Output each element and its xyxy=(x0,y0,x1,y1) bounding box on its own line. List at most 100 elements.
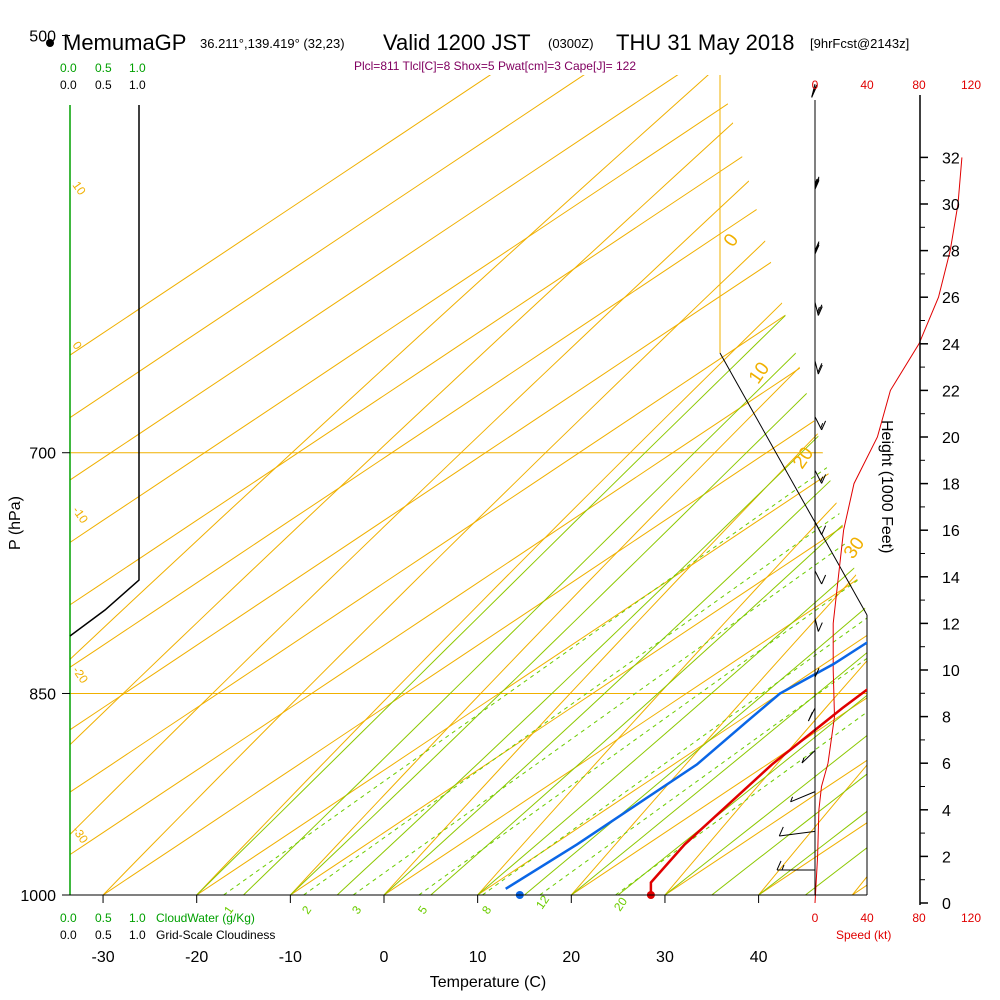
dry-adiabat-line xyxy=(570,562,867,895)
cloud-water-scale-top: 0.0 0.5 1.0 0.0 0.5 1.0 xyxy=(60,61,146,92)
height-tick-label: 20 xyxy=(942,430,960,447)
model-name: MemumaGP xyxy=(63,30,186,55)
wind-barb xyxy=(811,84,818,98)
mixing-ratio-line xyxy=(418,572,867,895)
moist-adiabat-line xyxy=(524,606,867,895)
mixing-ratio-line xyxy=(303,493,867,895)
wind-barb-flag xyxy=(821,420,827,431)
wind-barb-staff xyxy=(814,570,823,585)
isotherm-line xyxy=(70,75,679,481)
wind-barb-flag xyxy=(776,860,782,871)
cloudiness-top-tick: 0.0 xyxy=(60,78,77,92)
wind-barb xyxy=(807,707,816,722)
wind-barb xyxy=(801,750,816,764)
wind-barb xyxy=(814,360,823,375)
isotherm-label: 20 xyxy=(789,444,818,473)
cloud-water-label: CloudWater (g/Kg) xyxy=(156,911,255,925)
wind-barb xyxy=(814,521,827,535)
height-tick-label: 24 xyxy=(942,337,960,354)
wind-barb-halfflag xyxy=(820,476,824,482)
height-tick-label: 6 xyxy=(942,756,951,773)
speed-top-tick: 0 xyxy=(812,78,819,92)
temperature-tick-label: -10 xyxy=(279,949,302,966)
moist-adiabat-line xyxy=(617,694,867,895)
moist-adiabat-line xyxy=(336,387,867,895)
cloud-water-top-tick: 0.0 xyxy=(60,61,77,75)
dry-adiabat-line xyxy=(70,75,864,836)
speed-axis-label: Speed (kt) xyxy=(836,928,891,942)
sounding-indices: Plcl=811 Tlcl[C]=8 Shox=5 Pwat[cm]=3 Cap… xyxy=(354,59,636,73)
mixing-ratio-line xyxy=(352,527,867,895)
temperature-tick-label: 0 xyxy=(380,949,389,966)
wind-barb xyxy=(778,826,816,837)
wind-barb-flag xyxy=(814,243,820,253)
wind-barb xyxy=(814,618,823,632)
valid-time: Valid 1200 JST xyxy=(383,30,531,55)
cloudiness-bottom-tick: 1.0 xyxy=(129,928,146,942)
wind-barb xyxy=(814,302,823,316)
speed-top-tick: 40 xyxy=(860,78,874,92)
cloud-water-top-tick: 0.5 xyxy=(95,61,112,75)
speed-axis-top: 0 40 80 120 xyxy=(812,78,982,92)
height-axis-label: Height (1000 Feet) xyxy=(878,420,895,553)
wind-barb xyxy=(790,791,816,803)
wind-barb-staff xyxy=(814,618,819,632)
moist-adiabat-line xyxy=(430,501,867,895)
height-tick-label: 26 xyxy=(942,290,960,307)
wind-barb-halfflag xyxy=(781,864,785,871)
moist-adiabat-line xyxy=(290,333,867,895)
pressure-tick-label: 1000 xyxy=(20,888,56,905)
isotherm-line xyxy=(70,75,866,606)
chart-header: MemumaGP 36.211°,139.419° (32,23) Valid … xyxy=(46,30,909,73)
dry-adiabat-line xyxy=(946,0,1000,895)
isotherm-label: 10 xyxy=(745,359,774,388)
station-coords: 36.211°,139.419° (32,23) xyxy=(200,36,345,51)
dry-adiabat-line xyxy=(664,660,867,895)
temperature-axis-label: Temperature (C) xyxy=(430,974,546,991)
pressure-tick-label: 850 xyxy=(29,686,56,703)
dry-adiabat-line xyxy=(70,75,787,746)
cloud-water-bottom-tick: 0.5 xyxy=(95,911,112,925)
height-tick-label: 0 xyxy=(942,896,951,913)
speed-bottom-tick: 120 xyxy=(961,911,981,925)
cloudiness-top-tick: 1.0 xyxy=(129,78,146,92)
wind-barb-flag xyxy=(814,241,820,251)
height-tick-label: 30 xyxy=(942,197,960,214)
height-tick-label: 14 xyxy=(942,570,960,587)
wind-barb-flag xyxy=(778,826,784,837)
wind-barb-flag xyxy=(817,306,823,316)
wind-barb-flag xyxy=(821,574,827,585)
moist-adiabat-line xyxy=(383,444,867,895)
dry-adiabat-label: 10 xyxy=(70,179,89,198)
wind-barb xyxy=(814,416,827,431)
pressure-tick-label: 700 xyxy=(29,446,56,463)
moist-adiabat-line xyxy=(570,651,867,895)
wind-barb-flag xyxy=(821,525,827,535)
isotherm-line xyxy=(70,135,867,668)
temperature-tick-label: 10 xyxy=(469,949,487,966)
mixing-ratio-label: 8 xyxy=(479,903,494,917)
plot-boundary-diagonal xyxy=(719,352,868,616)
valid-utc: (0300Z) xyxy=(548,36,594,51)
cloudiness-profile xyxy=(69,105,140,637)
wind-barb xyxy=(814,470,827,484)
speed-bottom-tick: 80 xyxy=(912,911,926,925)
cloud-water-top-tick: 1.0 xyxy=(129,61,146,75)
height-tick-label: 28 xyxy=(942,244,960,261)
isotherm-line xyxy=(70,75,773,544)
mixing-ratio-lines xyxy=(223,438,867,895)
isotherm-line xyxy=(477,634,867,895)
isobar-lines xyxy=(70,452,867,895)
wind-barb xyxy=(814,663,820,678)
dry-adiabat-line xyxy=(70,75,709,661)
height-tick-label: 12 xyxy=(942,616,960,633)
forecast-date: THU 31 May 2018 xyxy=(616,30,795,55)
wind-barb-staff xyxy=(801,750,816,764)
header-bullet-icon xyxy=(46,39,54,47)
pressure-axis: 2503004005007008501000 xyxy=(20,28,70,905)
temperature-tick-label: 30 xyxy=(656,949,674,966)
wind-barb-halfflag xyxy=(801,757,805,764)
wind-barb-flag xyxy=(817,304,823,314)
